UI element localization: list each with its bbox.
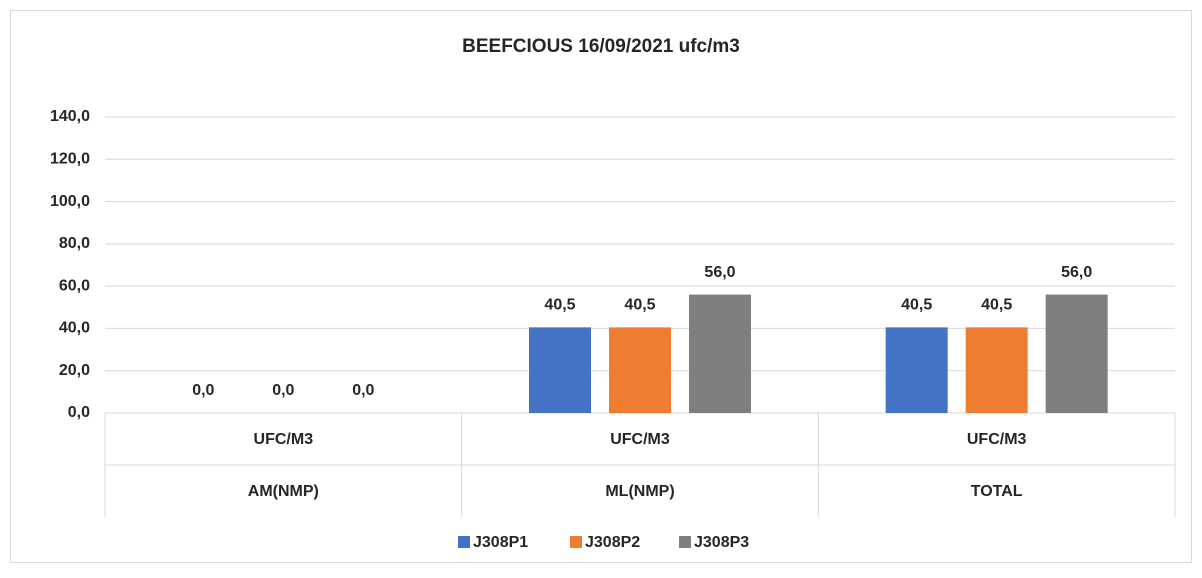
chart-title: BEEFCIOUS 16/09/2021 ufc/m3 (462, 36, 740, 57)
legend-label: J308P3 (694, 534, 749, 551)
legend-label: J308P1 (473, 534, 528, 551)
y-tick-label: 40,0 (59, 320, 90, 337)
bar (529, 327, 591, 413)
legend-swatch (679, 536, 691, 548)
y-tick-label: 0,0 (68, 404, 90, 421)
x-group-label: ML(NMP) (605, 483, 674, 500)
bar (885, 327, 948, 413)
legend-swatch (458, 536, 470, 548)
data-label: 40,5 (981, 297, 1012, 314)
data-label: 0,0 (272, 382, 294, 399)
x-tick-label: UFC/M3 (254, 431, 314, 448)
bar (965, 327, 1028, 413)
y-tick-label: 80,0 (59, 235, 90, 252)
data-label: 40,5 (901, 297, 932, 314)
data-label: 40,5 (544, 297, 575, 314)
bar (1045, 294, 1108, 413)
y-tick-label: 140,0 (50, 108, 90, 125)
x-group-label: AM(NMP) (248, 483, 319, 500)
x-group-label: TOTAL (971, 483, 1023, 500)
legend-label: J308P2 (585, 534, 640, 551)
bar (609, 327, 671, 413)
data-label: 40,5 (624, 297, 655, 314)
x-tick-label: UFC/M3 (610, 431, 670, 448)
y-tick-label: 20,0 (59, 362, 90, 379)
data-label: 0,0 (192, 382, 214, 399)
bar (689, 294, 751, 413)
data-label: 56,0 (704, 264, 735, 281)
data-label: 56,0 (1061, 264, 1092, 281)
legend-swatch (570, 536, 582, 548)
data-label: 0,0 (352, 382, 374, 399)
y-tick-label: 60,0 (59, 277, 90, 294)
x-tick-label: UFC/M3 (967, 431, 1027, 448)
y-tick-label: 120,0 (50, 151, 90, 168)
y-tick-label: 100,0 (50, 193, 90, 210)
